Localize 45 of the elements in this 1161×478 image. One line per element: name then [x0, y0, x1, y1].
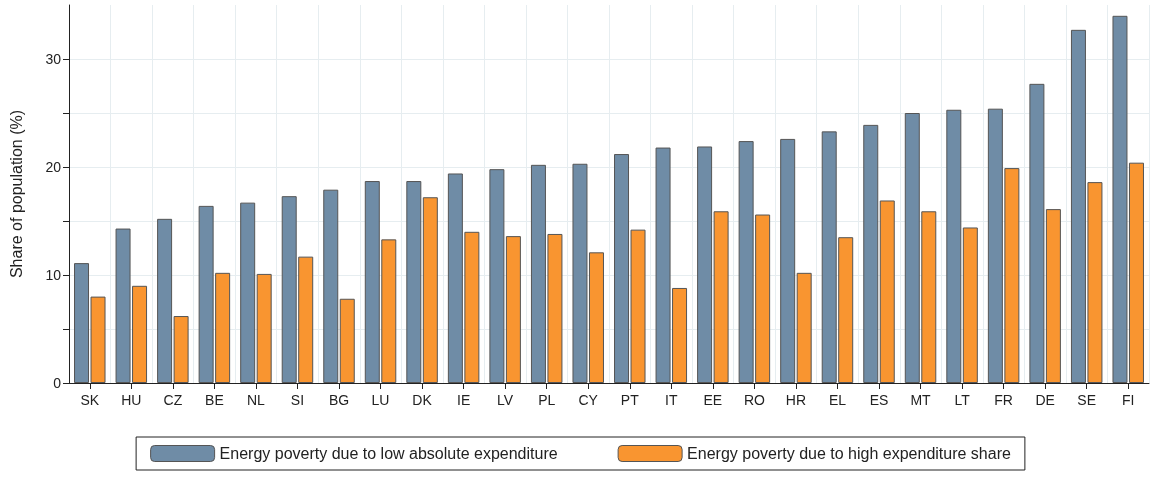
x-tick-label: ES — [869, 392, 889, 408]
y-tick-label: 0 — [53, 375, 62, 391]
bar — [780, 138, 796, 383]
bar — [240, 202, 256, 383]
bar — [406, 181, 422, 383]
x-tick-label: BE — [205, 392, 224, 408]
bar — [879, 200, 895, 383]
x-tick-label: PL — [538, 392, 556, 408]
y-tick-label: 30 — [45, 51, 62, 67]
x-tick-label: FI — [1122, 392, 1135, 408]
x-tick-label: IE — [457, 392, 471, 408]
x-tick-label: HU — [121, 392, 142, 408]
bar — [863, 124, 879, 383]
legend-label: Energy poverty due to low absolute expenditure — [219, 445, 558, 462]
x-tick-label: LV — [497, 392, 514, 408]
x-tick-label: CZ — [163, 392, 183, 408]
y-axis-title: Share of population (%) — [7, 109, 25, 279]
x-tick-label: SK — [80, 392, 100, 408]
y-tick-label: 20 — [45, 159, 62, 175]
x-tick-label: IT — [665, 392, 678, 408]
x-tick-label: DE — [1035, 392, 1055, 408]
legend-label: Energy poverty due to high expenditure share — [687, 445, 1011, 462]
x-tick-label: RO — [743, 392, 765, 408]
x-tick-label: CY — [578, 392, 599, 408]
x-tick-label: LT — [954, 392, 971, 408]
y-tick-label: 10 — [45, 267, 62, 283]
x-tick-label: DK — [412, 392, 433, 408]
x-tick-label: MT — [910, 392, 932, 408]
x-tick-label: SE — [1077, 392, 1097, 408]
x-tick-label: PT — [620, 392, 640, 408]
bar — [796, 272, 812, 383]
bar — [323, 189, 339, 383]
x-tick-label: BG — [328, 392, 350, 408]
bar — [256, 273, 272, 383]
x-tick-label: HR — [785, 392, 807, 408]
bar — [946, 109, 962, 383]
x-tick-label: NL — [246, 392, 266, 408]
x-tick-label: EE — [703, 392, 723, 408]
x-tick-label: FR — [994, 392, 1013, 408]
x-tick-label: SI — [290, 392, 305, 408]
x-tick-label: EL — [828, 392, 847, 408]
bar — [422, 197, 438, 383]
bar — [962, 227, 978, 383]
bar — [339, 298, 355, 383]
x-tick-label: LU — [371, 392, 390, 408]
